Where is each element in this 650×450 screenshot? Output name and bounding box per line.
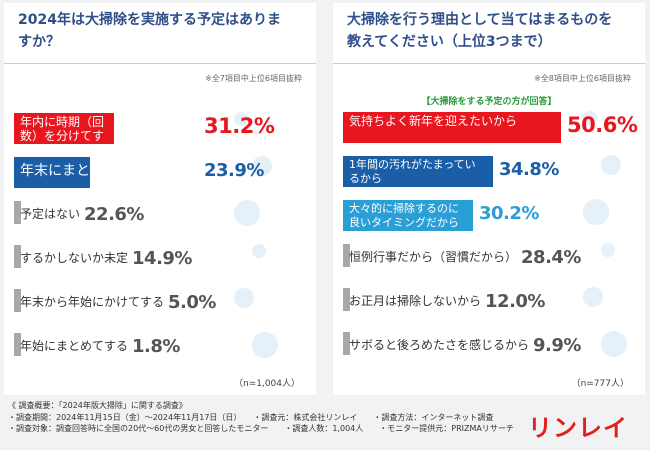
bar	[14, 333, 21, 356]
bar	[14, 157, 90, 188]
bar-value-label: 34.8%	[499, 159, 559, 180]
decorative-bubble	[583, 111, 597, 125]
decorative-bubble	[234, 200, 260, 226]
bar-label: 年末から年始にかけてする	[20, 295, 165, 309]
bar	[14, 245, 21, 268]
bar-value-label: 28.4%	[521, 247, 581, 268]
bar	[14, 113, 114, 144]
bar	[343, 200, 473, 231]
bar-label: 年末にまとめてする	[20, 164, 146, 178]
decorative-bubble	[234, 112, 248, 126]
right-chart-panel: 大掃除を行う理由として当てはまるものを教えてください（上位3つまで） ※全8項目…	[333, 3, 645, 395]
decorative-bubble	[252, 332, 278, 358]
bar	[343, 156, 493, 187]
decorative-bubble	[583, 199, 609, 225]
bar-value-label: 5.0%	[168, 292, 216, 313]
bar-label: お正月は掃除しないから	[349, 294, 482, 308]
bar	[14, 289, 21, 312]
bar-label: 恒例行事だから（習慣だから）	[349, 250, 518, 264]
bar	[343, 112, 561, 143]
right-question-text: 大掃除を行う理由として当てはまるものを教えてください（上位3つまで）	[347, 12, 613, 50]
footer-line: ・調査対象：調査回答時に全国の20代～60代の男女と回答したモニター ・調査人数…	[8, 424, 514, 433]
left-sample-size: （n=1,004人）	[233, 379, 300, 389]
footer-line: 《 調査概要：「2024年版大掃除」に関する調査》	[8, 401, 187, 410]
bar-value-label: 23.9%	[204, 160, 264, 181]
left-question-header: 2024年は大掃除を実施する予定はありますか？	[4, 3, 316, 64]
survey-footer: 《 調査概要：「2024年版大掃除」に関する調査》 ・調査期間：2024年11月…	[8, 400, 528, 435]
bar-value-label: 50.6%	[567, 113, 638, 137]
decorative-bubble	[583, 287, 603, 307]
bar-label: サボると後ろめたさを感じるから	[349, 338, 530, 352]
decorative-bubble	[252, 244, 266, 258]
decorative-bubble	[234, 288, 254, 308]
bar-label: 1年間の汚れがたまっているから	[349, 158, 476, 185]
left-question-text: 2024年は大掃除を実施する予定はありますか？	[18, 12, 281, 50]
right-respondent-tag: 【大掃除をする予定の方が回答】	[421, 97, 557, 107]
bar-value-label: 12.0%	[485, 291, 545, 312]
bar	[343, 244, 350, 267]
bar-label: 年始にまとめてする	[20, 339, 129, 353]
bar-value-label: 9.9%	[533, 335, 581, 356]
decorative-bubble	[601, 331, 627, 357]
bar-value-label: 1.8%	[132, 336, 180, 357]
bar-label: 年内に時期（回数）を分けてする	[20, 115, 105, 157]
bar-label: 予定はない	[20, 207, 81, 221]
bar-label: するかしないか未定	[20, 251, 129, 265]
bar-label: 大々的に掃除するのに良いタイミングだから	[349, 202, 459, 229]
right-note: ※全8項目中上位6項目抜粋	[534, 74, 631, 83]
decorative-bubble	[601, 243, 615, 257]
right-sample-size: （n=777人）	[571, 379, 629, 389]
bar-value-label: 22.6%	[84, 204, 144, 225]
left-note: ※全7項目中上位6項目抜粋	[205, 74, 302, 83]
bar	[14, 201, 21, 224]
bar-value-label: 31.2%	[204, 114, 275, 138]
bar-value-label: 14.9%	[132, 248, 192, 269]
bar	[343, 288, 350, 311]
bar-value-label: 30.2%	[479, 203, 539, 224]
left-chart-panel: 2024年は大掃除を実施する予定はありますか？ ※全7項目中上位6項目抜粋 年内…	[4, 3, 316, 395]
decorative-bubble	[252, 156, 272, 176]
brand-logo: リンレイ	[528, 414, 628, 442]
footer-line: ・調査期間：2024年11月15日（金）～2024年11月17日（日） ・調査元…	[8, 412, 494, 422]
right-question-header: 大掃除を行う理由として当てはまるものを教えてください（上位3つまで）	[333, 3, 645, 64]
bar	[343, 332, 350, 355]
bar-label: 気持ちよく新年を迎えたいから	[349, 114, 518, 128]
decorative-bubble	[601, 155, 621, 175]
